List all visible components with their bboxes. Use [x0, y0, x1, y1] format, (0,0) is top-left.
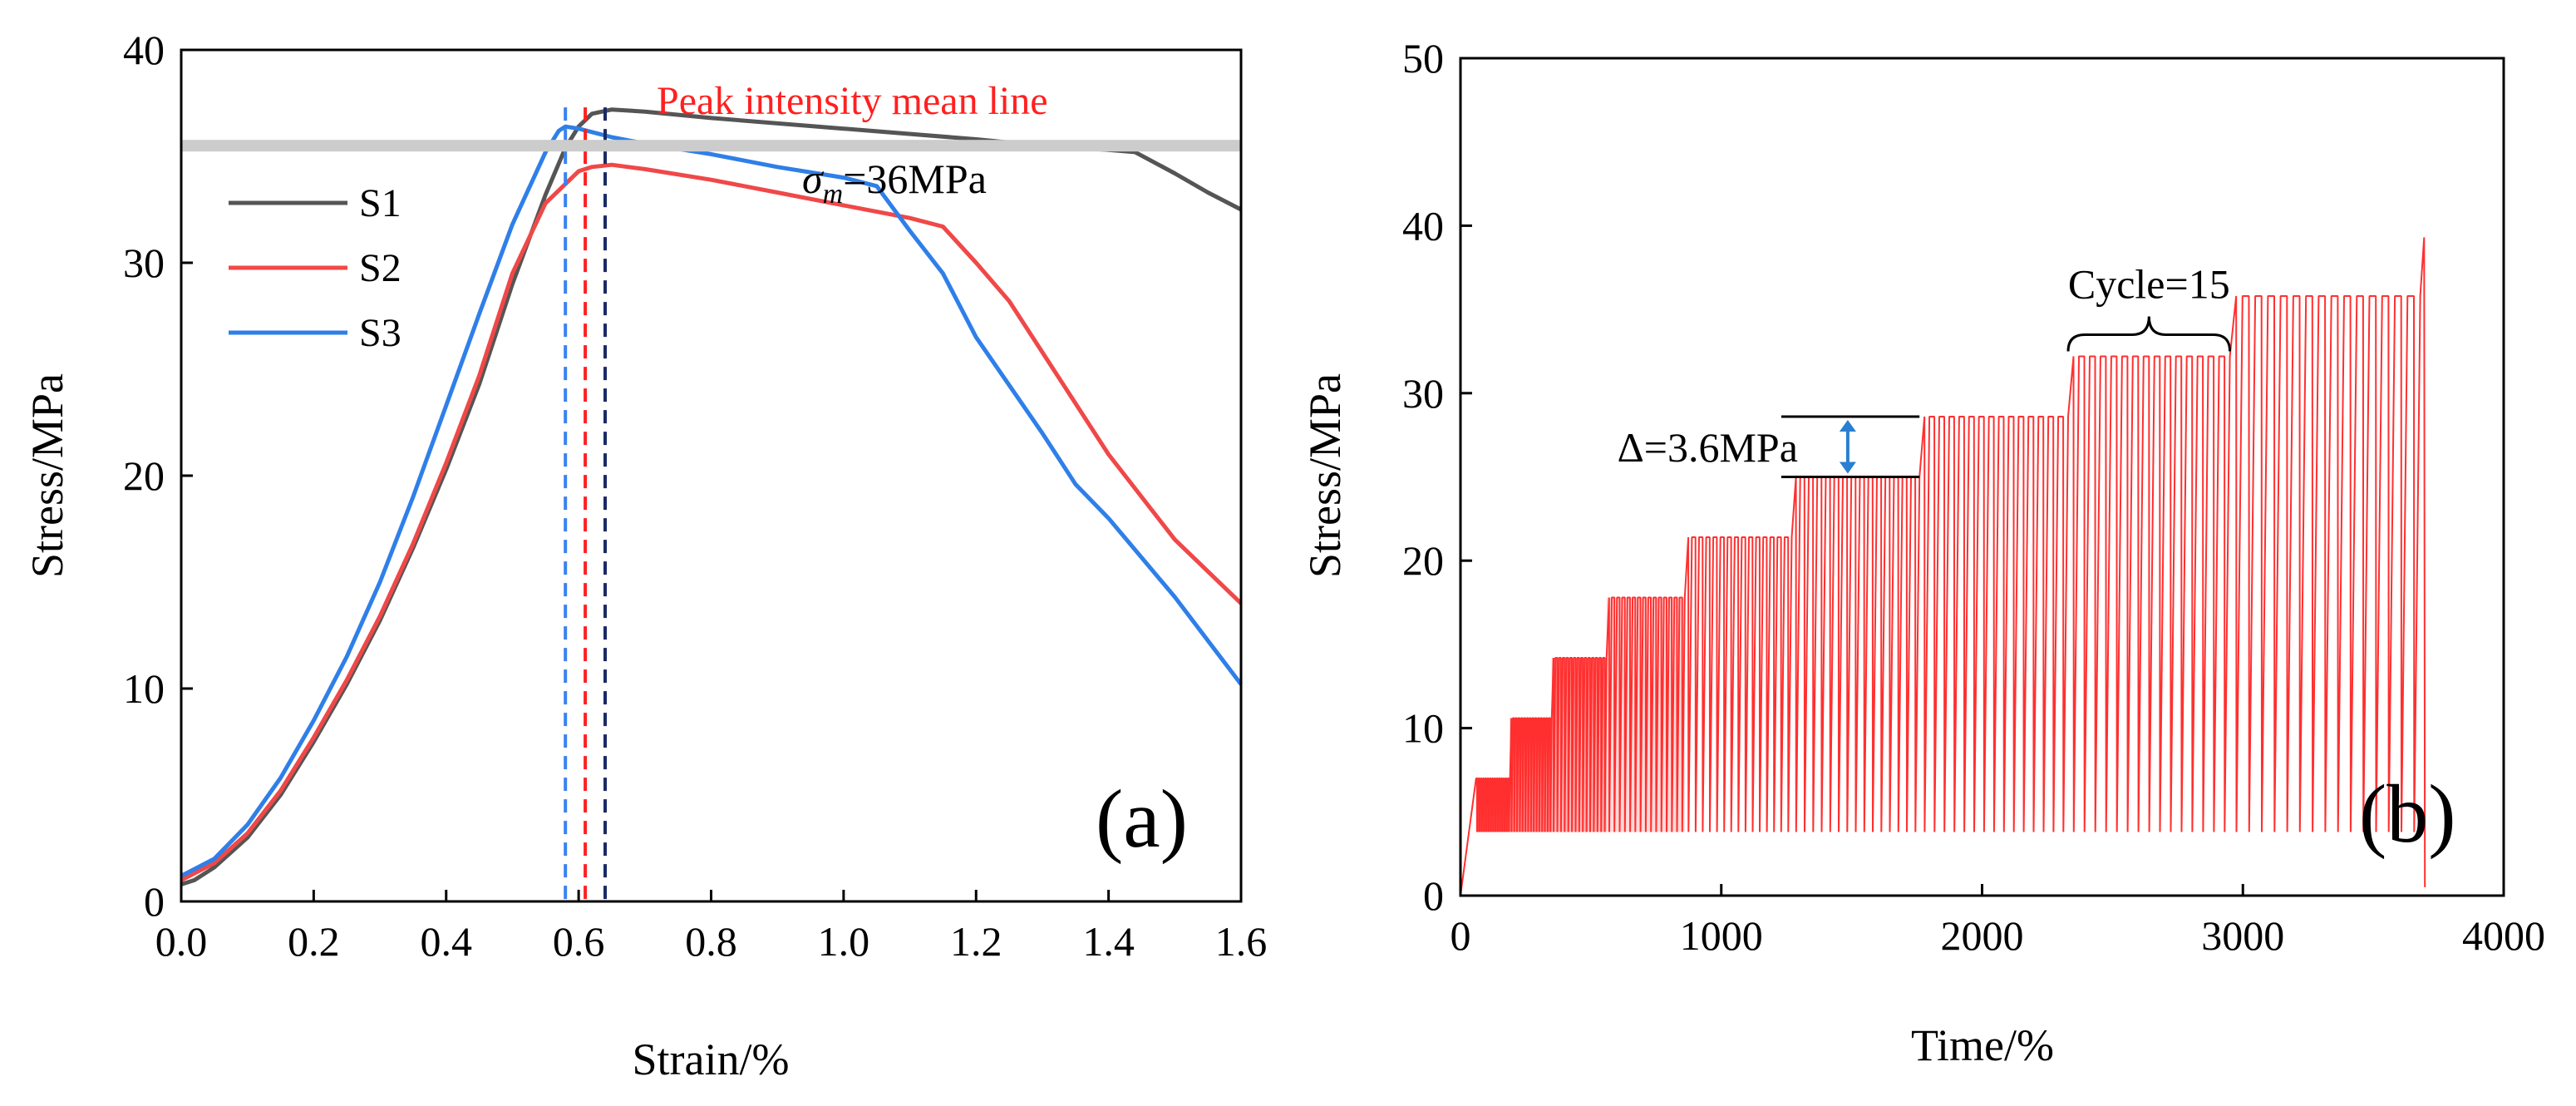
y-tick-label: 0: [1423, 872, 1444, 919]
x-tick-label: 1.2: [950, 918, 1002, 965]
y-tick-label: 50: [1402, 35, 1444, 81]
chart-a-mean-line-label: Peak intensity mean line: [657, 79, 1048, 123]
legend-label-s3: S3: [359, 311, 401, 355]
chart-a-y-ticks: 0 10 20 30 40: [123, 27, 193, 925]
chart-a-y-axis-label: Stress/MPa: [22, 373, 72, 578]
chart-b: 0 1000 2000 3000 4000 0 10 20 30 40 50 Time/% Str…: [1300, 35, 2545, 1070]
stage-fill: [1606, 597, 1685, 832]
chart-b-y-ticks: 0 10 20 30 40 50: [1402, 35, 1472, 919]
x-tick-label: 0.0: [155, 918, 208, 965]
chart-b-delta-label: Δ=3.6MPa: [1618, 424, 1798, 471]
stage-fill: [1475, 778, 1510, 832]
chart-a-peak-markers: [564, 107, 607, 901]
x-tick-label: 3000: [2201, 912, 2284, 959]
stage-fill: [1551, 658, 1607, 832]
chart-b-panel-label: (b): [2359, 768, 2456, 860]
series-line-s2: [180, 162, 1243, 882]
y-tick-label: 20: [123, 452, 165, 499]
y-tick-label: 30: [123, 239, 165, 286]
x-tick-label: 0.6: [553, 918, 605, 965]
x-tick-label: 0.4: [421, 918, 473, 965]
delta-arrow-head-down: [1839, 462, 1856, 474]
chart-b-delta-annotation: Δ=3.6MPa: [1618, 415, 1920, 478]
y-tick-label: 40: [123, 27, 165, 73]
y-tick-label: 30: [1402, 370, 1444, 417]
sigma-value: =36MPa: [843, 156, 987, 202]
x-tick-label: 4000: [2462, 912, 2545, 959]
cycle-brace: [2066, 316, 2232, 352]
sigma-symbol: σ: [802, 156, 825, 202]
y-tick-label: 20: [1402, 537, 1444, 584]
chart-a-mean-line: [181, 140, 1241, 152]
x-tick-label: 1000: [1680, 912, 1763, 959]
chart-a-series-group: [180, 107, 1243, 886]
x-tick-label: 1.6: [1215, 918, 1268, 965]
y-tick-label: 10: [1402, 705, 1444, 752]
chart-a: 0.0 0.2 0.4 0.6 0.8 1.0 1.2 1.4 1.6 0 10 20 30 40 St…: [22, 27, 1267, 1084]
chart-b-y-axis-label: Stress/MPa: [1300, 373, 1350, 578]
chart-a-legend: S1 S2 S3: [229, 181, 401, 355]
legend-label-s1: S1: [359, 181, 401, 225]
x-tick-label: 2000: [1941, 912, 2024, 959]
x-tick-label: 0.2: [288, 918, 340, 965]
chart-a-x-axis-label: Strain/%: [633, 1034, 790, 1084]
chart-b-cyclic-load-line: [1460, 237, 2426, 896]
y-tick-label: 0: [144, 878, 165, 925]
delta-arrow-head-up: [1839, 419, 1856, 432]
chart-a-sigma-annotation: σm=36MPa: [802, 156, 987, 210]
chart-a-panel-label: (a): [1096, 773, 1188, 865]
x-tick-label: 0: [1451, 912, 1471, 959]
stage-fill: [1510, 718, 1552, 832]
chart-b-x-ticks: 0 1000 2000 3000 4000: [1451, 884, 2545, 959]
series-line-s1: [180, 107, 1243, 886]
chart-b-cycle-annotation: Cycle=15: [2066, 260, 2232, 352]
chart-b-cycle-label: Cycle=15: [2068, 260, 2230, 307]
y-tick-label: 10: [123, 665, 165, 712]
chart-b-stage-fills: [1475, 597, 1685, 832]
chart-b-x-axis-label: Time/%: [1911, 1020, 2054, 1070]
y-tick-label: 40: [1402, 202, 1444, 249]
legend-label-s2: S2: [359, 246, 401, 290]
x-tick-label: 1.4: [1082, 918, 1135, 965]
x-tick-label: 1.0: [818, 918, 870, 965]
chart-a-x-ticks: 0.0 0.2 0.4 0.6 0.8 1.0 1.2 1.4 1.6: [155, 890, 1268, 965]
sigma-subscript: m: [823, 179, 844, 210]
x-tick-label: 0.8: [685, 918, 737, 965]
series-line-s3: [180, 124, 1243, 878]
chart-a-plot-frame: [180, 48, 1243, 903]
